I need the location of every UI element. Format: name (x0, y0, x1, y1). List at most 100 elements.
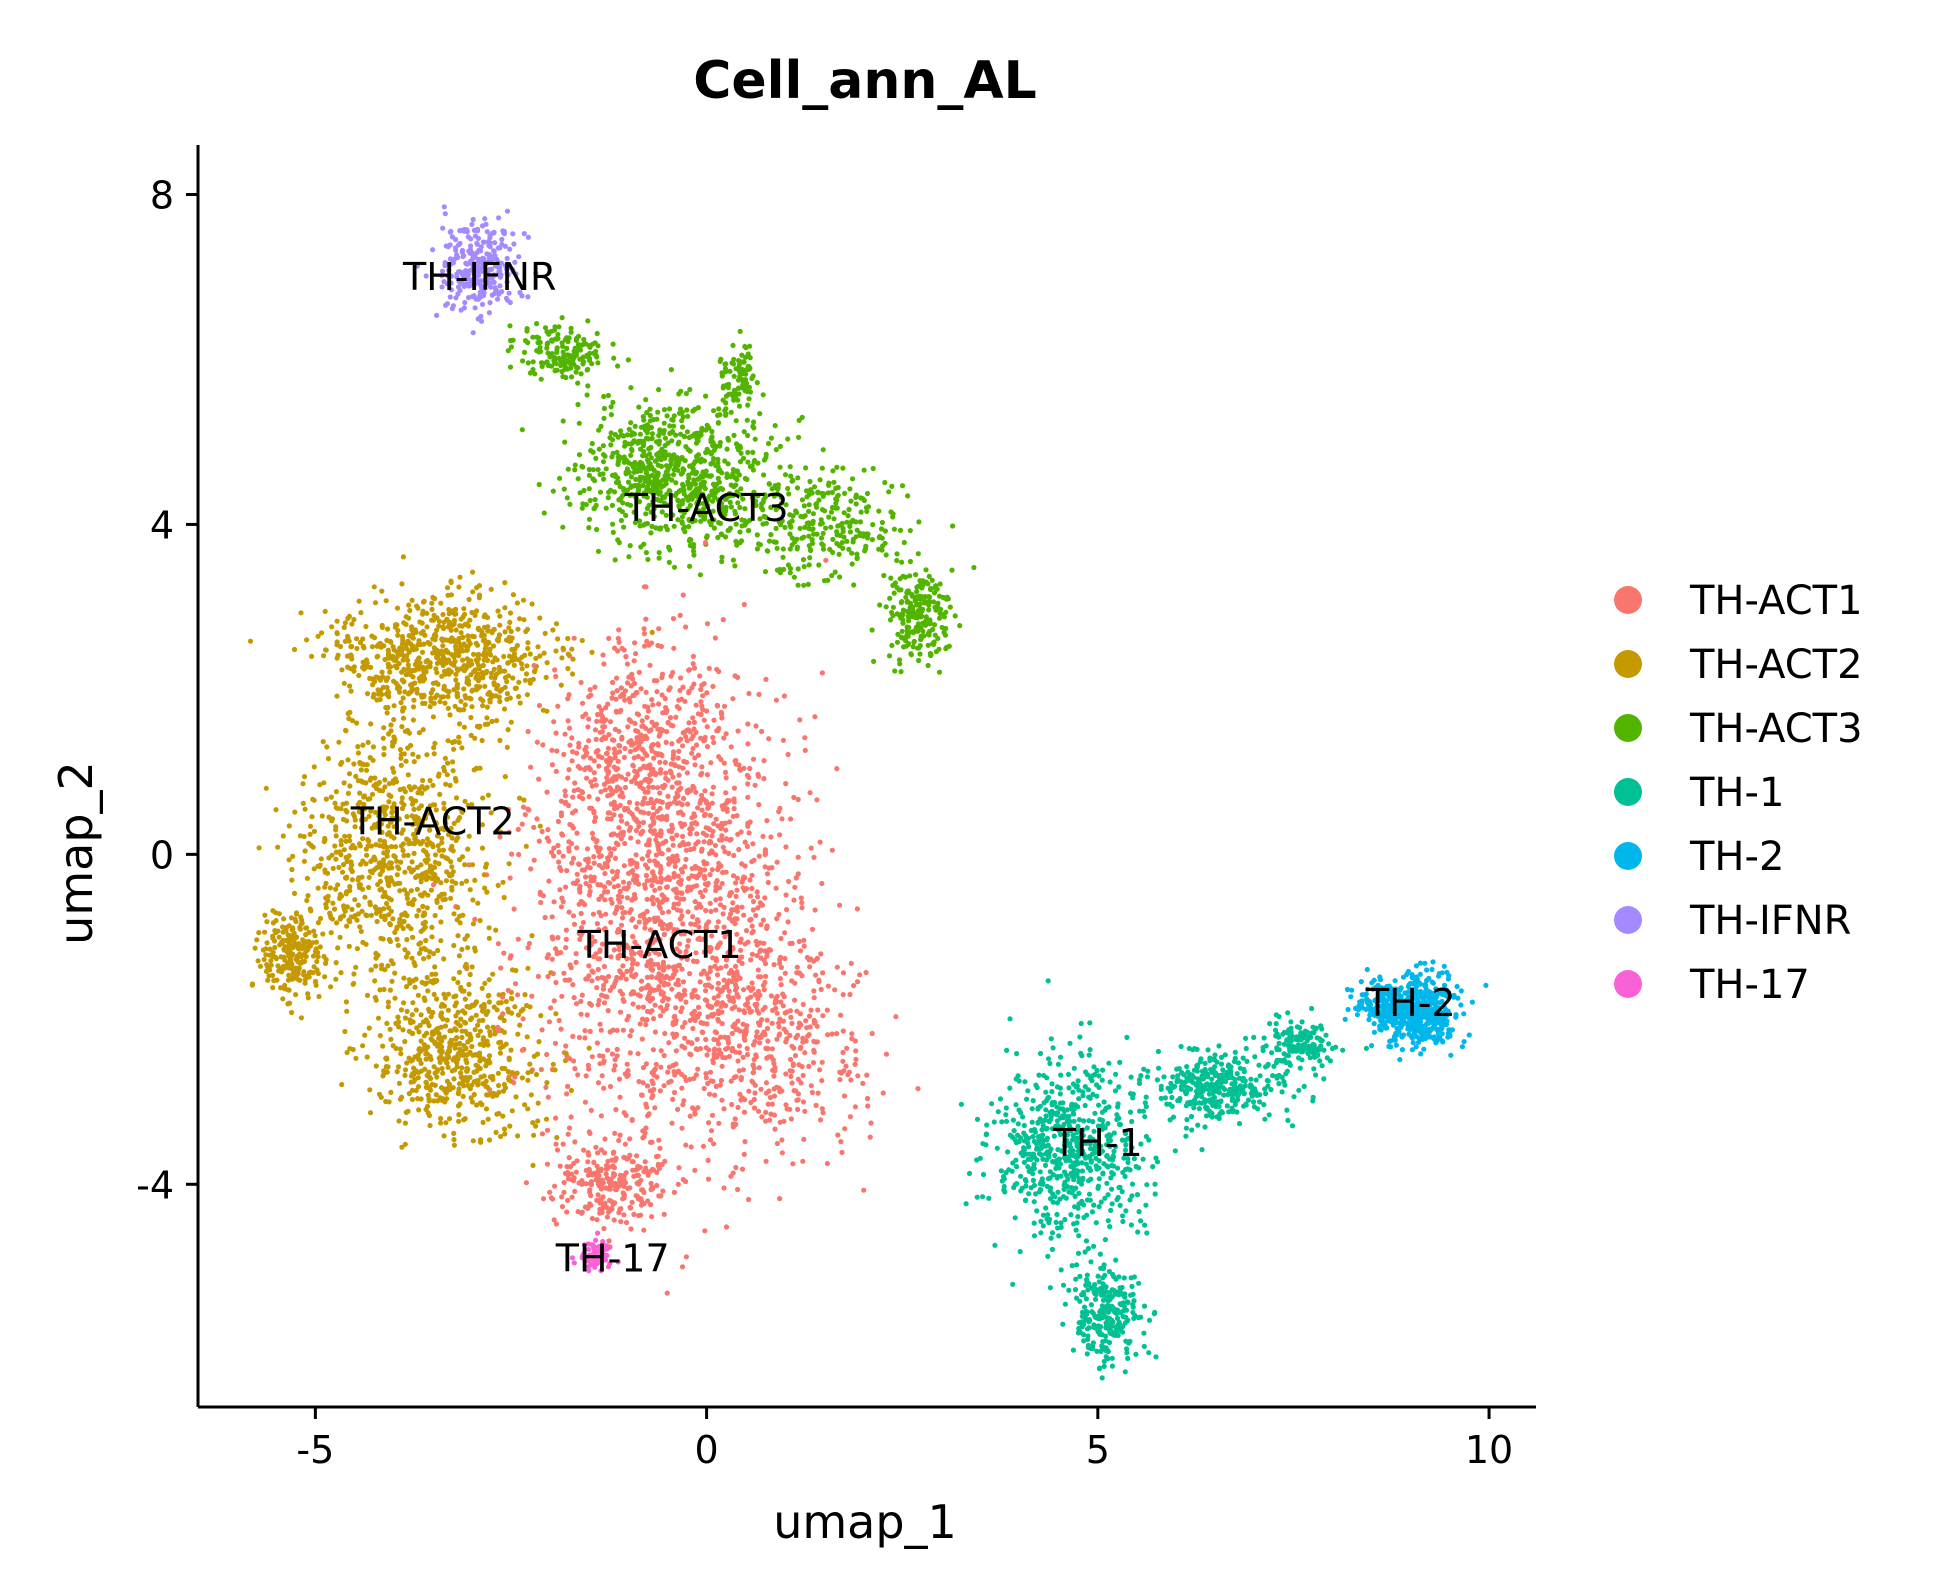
scatter-point (614, 1046, 620, 1052)
scatter-point (309, 653, 315, 660)
scatter-point (695, 1046, 701, 1053)
scatter-point (447, 712, 453, 718)
scatter-point (817, 839, 823, 845)
scatter-point (707, 872, 713, 878)
scatter-point (451, 746, 457, 752)
scatter-point (656, 626, 662, 632)
scatter-point (639, 718, 645, 724)
scatter-point (855, 1073, 861, 1079)
scatter-point (679, 966, 685, 972)
scatter-point (477, 1028, 483, 1034)
scatter-point (692, 987, 698, 993)
scatter-point (807, 555, 813, 561)
scatter-point (643, 550, 650, 556)
scatter-point (479, 633, 485, 639)
scatter-point (662, 1030, 668, 1037)
scatter-point (806, 502, 812, 508)
scatter-point (502, 605, 508, 611)
scatter-point (592, 727, 599, 733)
scatter-point (553, 1141, 559, 1147)
scatter-point (657, 885, 663, 891)
scatter-point (300, 800, 306, 807)
scatter-point (641, 1227, 647, 1233)
scatter-point (570, 794, 576, 800)
scatter-point (666, 559, 672, 566)
scatter-point (556, 324, 562, 330)
scatter-point (690, 661, 696, 667)
scatter-point (1106, 1060, 1112, 1066)
scatter-point (754, 1029, 760, 1035)
scatter-point (1113, 1071, 1119, 1077)
scatter-point (459, 946, 465, 953)
scatter-point (439, 853, 445, 859)
scatter-point (814, 797, 820, 803)
scatter-point (1128, 1292, 1134, 1298)
scatter-point (627, 1033, 633, 1039)
scatter-point (558, 682, 564, 688)
scatter-point (947, 604, 953, 610)
scatter-point (780, 991, 786, 997)
scatter-point (819, 1059, 825, 1065)
scatter-point (372, 678, 378, 685)
scatter-point (842, 490, 848, 496)
scatter-point (676, 439, 682, 445)
scatter-point (470, 216, 476, 223)
scatter-point (525, 640, 531, 646)
scatter-point (1034, 1208, 1040, 1214)
scatter-point (371, 584, 377, 590)
scatter-point (485, 1116, 491, 1122)
scatter-point (799, 1064, 805, 1070)
scatter-point (756, 541, 762, 547)
scatter-point (583, 880, 589, 887)
scatter-point (342, 833, 348, 839)
scatter-point (571, 1058, 577, 1064)
scatter-point (445, 738, 451, 744)
scatter-point (675, 873, 681, 879)
scatter-point (547, 1189, 553, 1195)
scatter-point (451, 1130, 457, 1136)
scatter-point (441, 956, 447, 962)
scatter-point (476, 1018, 482, 1024)
scatter-point (1054, 1200, 1060, 1206)
scatter-point (1195, 1122, 1201, 1128)
scatter-point (456, 242, 462, 248)
scatter-point (572, 467, 578, 473)
scatter-point (781, 693, 788, 699)
scatter-point (455, 1009, 461, 1015)
scatter-point (541, 510, 547, 516)
scatter-point (334, 630, 340, 636)
scatter-point (701, 479, 707, 485)
scatter-point (644, 878, 650, 884)
scatter-point (581, 867, 588, 873)
scatter-point (587, 1000, 593, 1007)
scatter-point (496, 1000, 502, 1006)
scatter-point (535, 1118, 541, 1124)
scatter-point (1087, 1047, 1093, 1053)
scatter-point (719, 880, 725, 887)
scatter-point (1117, 1059, 1123, 1065)
scatter-point (400, 1027, 406, 1033)
scatter-point (1446, 1027, 1452, 1033)
scatter-point (524, 1034, 530, 1040)
scatter-point (674, 832, 680, 838)
scatter-point (1058, 1267, 1064, 1273)
scatter-point (632, 423, 638, 429)
scatter-point (523, 671, 530, 677)
scatter-point (512, 1074, 518, 1080)
scatter-point (679, 424, 686, 430)
scatter-point (1005, 1149, 1011, 1155)
scatter-point (1109, 1201, 1115, 1207)
scatter-point (1283, 1071, 1289, 1077)
scatter-point (566, 1125, 573, 1131)
scatter-point (443, 878, 449, 884)
scatter-point (765, 1038, 771, 1044)
scatter-point (566, 767, 572, 773)
scatter-point (1069, 1263, 1075, 1269)
scatter-point (749, 980, 755, 986)
scatter-point (756, 1108, 762, 1114)
scatter-point (576, 420, 582, 426)
scatter-point (917, 651, 923, 657)
scatter-point (721, 735, 727, 741)
scatter-point (599, 1073, 605, 1079)
scatter-point (1099, 1077, 1105, 1083)
